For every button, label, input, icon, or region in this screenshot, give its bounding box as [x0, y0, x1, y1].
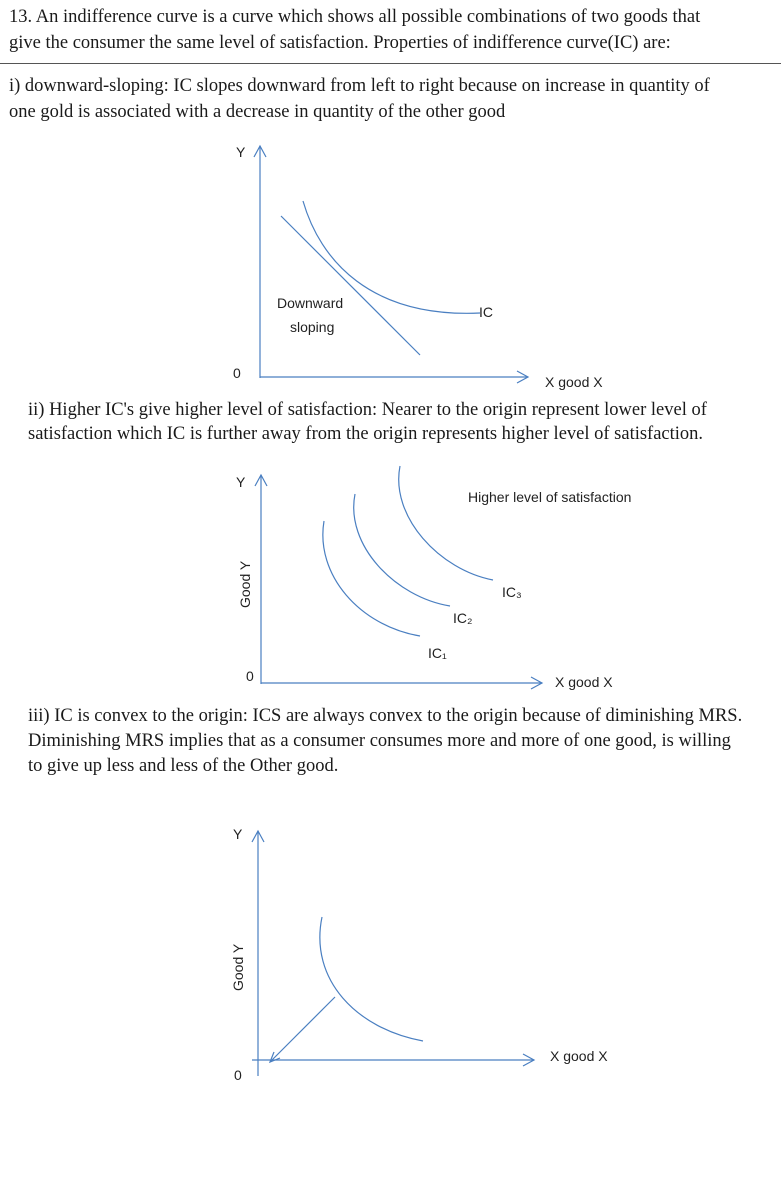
- point2-line-2: satisfaction which IC is further away fr…: [28, 424, 704, 444]
- figure3-convex-curve: [319, 916, 424, 1042]
- figure2-y-label: Y: [236, 474, 246, 490]
- figure2-label-ic2: IC₂: [453, 610, 472, 626]
- figure1-y-label: Y: [236, 144, 246, 160]
- figure2-y-axis: [254, 473, 268, 684]
- figure2-annotation: Higher level of satisfaction: [468, 489, 631, 505]
- figure1-indifference-curve: [302, 200, 481, 314]
- divider: [0, 63, 781, 64]
- figure3-y-axis: [251, 829, 265, 1076]
- figure1-tangent-line: [280, 215, 421, 356]
- figure3-x-label: X good X: [550, 1048, 608, 1064]
- figure2-label-ic3: IC₃: [502, 584, 522, 600]
- figure2-curve-ic2: [353, 493, 451, 607]
- figure3-origin: 0: [234, 1067, 242, 1083]
- point1-line-1: i) downward-sloping: IC slopes downward …: [9, 76, 710, 96]
- figure2-curve-ic3: [398, 465, 494, 581]
- intro-line-1: 13. An indifference curve is a curve whi…: [9, 7, 701, 27]
- point3-line-1: iii) IC is convex to the origin: ICS are…: [28, 706, 743, 726]
- figure3-y-label: Y: [233, 826, 243, 842]
- figure1-y-axis: [253, 144, 267, 378]
- figure1-curve-label: IC: [479, 304, 493, 320]
- figure1-annotation-line1: Downward: [277, 295, 343, 311]
- figure2-curve-ic1: [322, 520, 421, 637]
- figure2-label-ic1: IC₁: [428, 645, 447, 661]
- point2-line-1: ii) Higher IC's give higher level of sat…: [28, 400, 707, 420]
- figure3-y-axis-title: Good Y: [230, 943, 246, 991]
- figure3-x-axis: [252, 1053, 536, 1067]
- figure2-x-label: X good X: [555, 674, 613, 690]
- point3-line-2: Diminishing MRS implies that as a consum…: [28, 731, 731, 751]
- point3-line-3: to give up less and less of the Other go…: [28, 756, 339, 776]
- figure1-x-axis: [260, 370, 530, 384]
- figure3-origin-arrow: [268, 996, 336, 1064]
- figure2-origin: 0: [246, 668, 254, 684]
- figure1-annotation-line2: sloping: [290, 319, 334, 335]
- figure1-x-label: X good X: [545, 374, 603, 390]
- point1-line-2: one gold is associated with a decrease i…: [9, 102, 506, 122]
- figure2-y-axis-title: Good Y: [237, 560, 253, 608]
- figure2-x-axis: [261, 676, 544, 690]
- figure1-origin: 0: [233, 365, 241, 381]
- intro-line-2: give the consumer the same level of sati…: [9, 33, 671, 53]
